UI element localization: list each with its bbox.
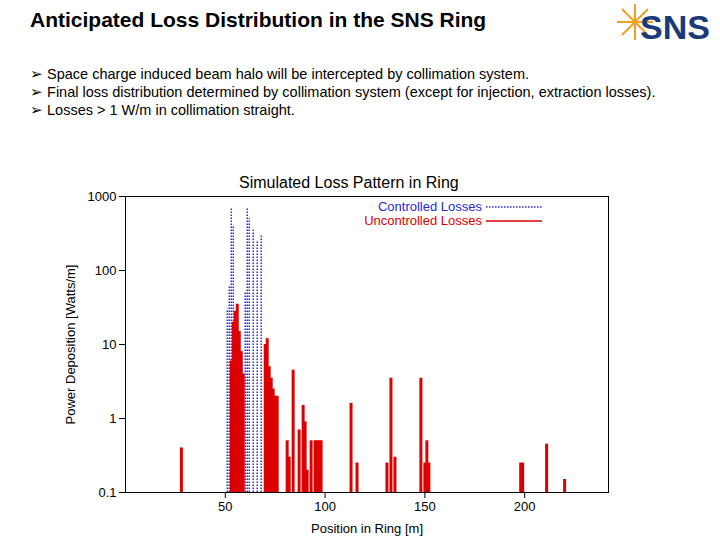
svg-text:1: 1 <box>109 411 116 426</box>
html-text:Uncontrolled Losses: Uncontrolled Losses <box>364 213 482 228</box>
svg-text:100: 100 <box>314 499 336 514</box>
html-text:SNS: SNS <box>640 8 710 46</box>
svg-text:100: 100 <box>95 263 117 278</box>
svg-text:50: 50 <box>218 499 232 514</box>
svg-text:1000: 1000 <box>88 189 117 204</box>
html-text:Final loss distribution determ: Final loss distribution determined by co… <box>47 84 656 100</box>
html-text:Anticipated Loss Distribution: Anticipated Loss Distribution in the SNS… <box>30 8 487 31</box>
html-text:Controlled Losses: Controlled Losses <box>377 199 482 214</box>
svg-text:10: 10 <box>102 337 116 352</box>
svg-text:Position in Ring [m]: Position in Ring [m] <box>311 521 423 536</box>
svg-text:150: 150 <box>414 499 436 514</box>
html-text:Simulated Loss Pattern in Ring: Simulated Loss Pattern in Ring <box>239 174 459 191</box>
svg-text:0.1: 0.1 <box>98 485 116 500</box>
html-text:Losses > 1 W/m in collimation: Losses > 1 W/m in collimation straight. <box>47 102 295 118</box>
svg-text:Power Deposition [Watts/m]: Power Deposition [Watts/m] <box>63 265 78 425</box>
svg-text:200: 200 <box>514 499 536 514</box>
html-text:Space charge induced beam halo: Space charge induced beam halo will be i… <box>47 66 529 82</box>
